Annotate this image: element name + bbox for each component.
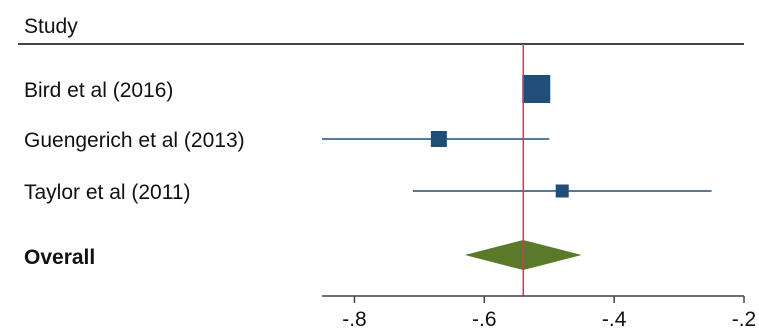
study-rows: Bird et al (2016) Guengerich et al (2013)… — [24, 75, 712, 204]
effect-size-marker — [430, 131, 447, 147]
x-tick-label: -.4 — [602, 308, 627, 331]
study-label: Bird et al (2016) — [24, 79, 173, 102]
x-tick-label: -.6 — [472, 308, 497, 331]
study-row: Guengerich et al (2013) — [24, 129, 550, 152]
overall-row: Overall — [24, 240, 582, 270]
effect-size-marker — [522, 75, 551, 103]
study-row: Taylor et al (2011) — [24, 181, 712, 204]
study-label: Guengerich et al (2013) — [24, 129, 245, 152]
effect-size-marker — [555, 184, 569, 198]
column-header-study: Study — [24, 15, 78, 38]
x-tick-label: -.2 — [732, 308, 757, 331]
overall-label: Overall — [24, 246, 95, 269]
study-row: Bird et al (2016) — [24, 75, 551, 103]
x-tick-label: -.8 — [342, 308, 367, 331]
x-axis: -.8 -.6 -.4 -.2 — [322, 295, 757, 331]
study-label: Taylor et al (2011) — [24, 181, 191, 204]
